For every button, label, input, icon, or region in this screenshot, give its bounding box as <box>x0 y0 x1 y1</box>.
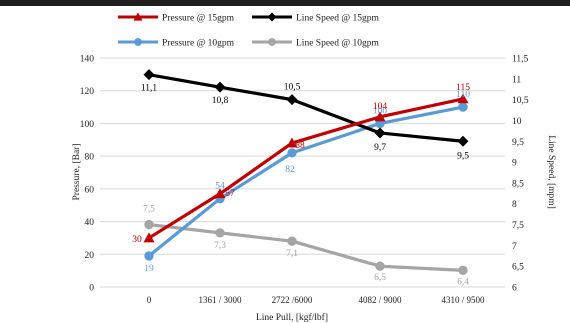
data-point <box>143 69 155 81</box>
legend-marker <box>268 38 276 46</box>
legend-label: Line Speed @ 10gpm <box>296 39 379 49</box>
data-point <box>287 236 297 246</box>
data-label: 100 <box>373 106 388 116</box>
data-point <box>144 219 154 230</box>
y2-tick-label: 7 <box>512 242 517 252</box>
y2-tick-label: 8,5 <box>512 179 524 189</box>
y-tick-label: 60 <box>85 185 95 195</box>
data-point <box>286 94 298 106</box>
data-label: 54 <box>215 182 225 192</box>
legend: Pressure @ 15gpm Line Speed @ 15gpm Pressu… <box>118 12 379 49</box>
y-tick-label: 140 <box>80 55 95 65</box>
data-point <box>374 127 386 139</box>
data-point <box>144 251 154 261</box>
y2-tick-label: 7,5 <box>512 221 524 231</box>
x-tick-label: 4082 / 9000 <box>358 295 402 305</box>
y2-tick-label: 6 <box>512 284 517 294</box>
data-label-layer: 7,5 7,3 7,1 6,5 6,4 19 54 82 100 110 11,1 10,8 10,5 9… <box>132 83 470 288</box>
y2-tick-label: 6,5 <box>512 263 524 273</box>
data-point <box>214 81 226 93</box>
data-point <box>457 135 469 147</box>
data-label: 115 <box>456 83 470 93</box>
data-label: 7,5 <box>143 205 155 215</box>
y-axis-title: Pressure, [Bar] <box>72 144 82 201</box>
data-label: 10,8 <box>212 96 229 106</box>
top-bar <box>0 0 570 6</box>
data-point <box>287 148 297 158</box>
series-line <box>148 222 464 272</box>
y-tick-label: 80 <box>85 153 95 163</box>
x-axis-title: Line Pull, [kgf/lbf] <box>256 312 328 323</box>
data-label: 11,1 <box>141 84 158 94</box>
series-layer <box>143 69 469 276</box>
legend-marker <box>133 12 143 21</box>
data-point <box>375 261 385 271</box>
y-tick-label: 20 <box>85 251 95 261</box>
data-label: 9,5 <box>457 151 469 161</box>
y-tick-label: 100 <box>80 120 95 130</box>
data-label: 88 <box>295 141 305 151</box>
data-label: 10,5 <box>284 83 301 93</box>
x-tick-label: 1361 / 3000 <box>198 295 242 305</box>
legend-label: Line Speed @ 15gpm <box>296 14 379 24</box>
data-label: 6,4 <box>457 277 469 287</box>
y-tick-label: 120 <box>80 87 95 97</box>
data-label: 7,1 <box>286 249 298 259</box>
data-point <box>214 188 226 199</box>
data-point <box>143 232 155 243</box>
y-tick-label: 0 <box>89 284 94 294</box>
data-label: 30 <box>132 235 142 245</box>
data-label: 9,7 <box>374 143 386 153</box>
grid-lines <box>100 57 505 288</box>
y2-tick-label: 11 <box>512 75 521 85</box>
data-label: 82 <box>285 165 295 175</box>
data-point <box>458 102 468 112</box>
axis-layer: 0 20 40 60 80 100 120 140 6 6,5 7 7,5 8 8,5 9 9,5 10 10,5… <box>72 55 556 323</box>
x-tick-label: 4310 / 9500 <box>441 295 485 305</box>
data-label: 104 <box>373 102 388 112</box>
data-label: 6,5 <box>374 273 386 283</box>
y2-tick-label: 10 <box>512 117 522 127</box>
data-label: 110 <box>456 90 470 100</box>
data-point <box>374 111 386 122</box>
data-label: 7,3 <box>214 241 226 251</box>
legend-label: Pressure @ 10gpm <box>162 39 235 49</box>
y2-tick-label: 11,5 <box>512 55 529 65</box>
y2-tick-label: 10,5 <box>512 96 529 106</box>
data-label: 19 <box>144 264 154 274</box>
y2-axis-title: Line Speed, [mpm] <box>546 135 556 209</box>
legend-marker <box>134 38 142 46</box>
y-tick-label: 40 <box>85 218 95 228</box>
y2-tick-label: 8 <box>512 200 517 210</box>
data-label: 57 <box>225 189 235 199</box>
series-line <box>147 105 464 258</box>
data-point <box>457 93 469 104</box>
data-point <box>215 228 225 238</box>
x-tick-label: 2722 /6000 <box>272 295 313 305</box>
legend-marker <box>267 12 277 22</box>
y2-tick-label: 9,5 <box>512 138 524 148</box>
data-point <box>458 265 468 276</box>
y2-tick-label: 9 <box>512 159 517 169</box>
legend-label: Pressure @ 15gpm <box>162 14 235 24</box>
x-tick-label: 0 <box>147 295 152 305</box>
data-point <box>286 137 298 148</box>
